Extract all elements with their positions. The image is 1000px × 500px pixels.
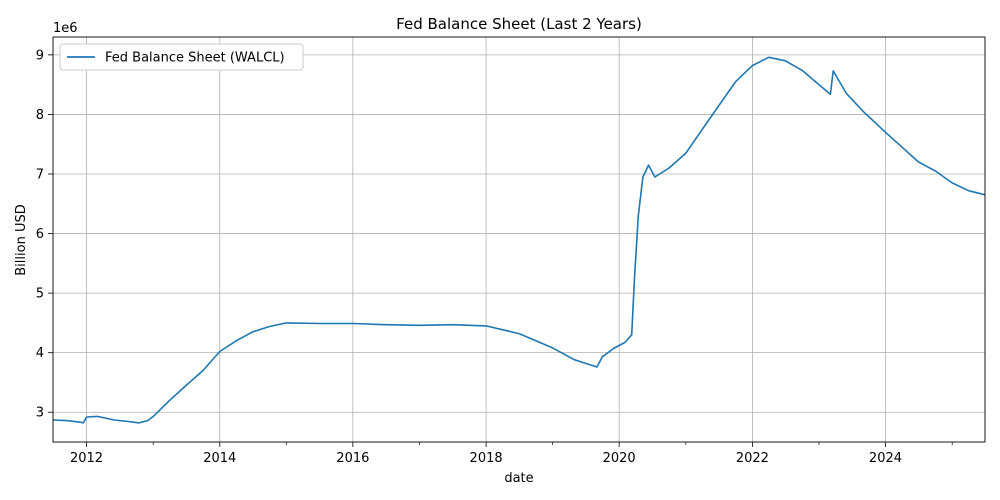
x-tick-label: 2022 (736, 451, 769, 466)
legend-box (59, 43, 304, 71)
x-tick-label: 2012 (70, 451, 103, 466)
legend: Fed Balance Sheet (WALCL) (59, 43, 304, 71)
x-tick-label: 2020 (603, 451, 636, 466)
y-tick-label: 7 (36, 167, 44, 182)
x-axis-label: date (504, 471, 533, 486)
x-tick-label: 2014 (203, 451, 236, 466)
x-tick-label: 2016 (336, 451, 369, 466)
y-tick-label: 5 (36, 287, 44, 302)
y-tick-label: 4 (36, 346, 44, 361)
x-tick-label: 2018 (470, 451, 503, 466)
x-ticks: 2012 2014 2016 2018 2020 2022 2024 (70, 442, 953, 466)
series-line (52, 56, 986, 424)
legend-label: Fed Balance Sheet (WALCL) (105, 51, 285, 66)
x-tick-label: 2024 (869, 451, 902, 466)
y-tick-label: 3 (36, 406, 44, 421)
plot-frame (52, 36, 986, 443)
plot-area (53, 37, 985, 442)
y-ticks: 3 4 5 6 7 8 9 (36, 48, 53, 421)
chart-title: Fed Balance Sheet (Last 2 Years) (396, 15, 642, 33)
y-axis-label: Billion USD (14, 204, 29, 275)
y-tick-label: 9 (36, 48, 44, 63)
y-offset-label: 1e6 (53, 21, 78, 36)
y-tick-label: 8 (36, 108, 44, 123)
y-tick-label: 6 (36, 227, 44, 242)
